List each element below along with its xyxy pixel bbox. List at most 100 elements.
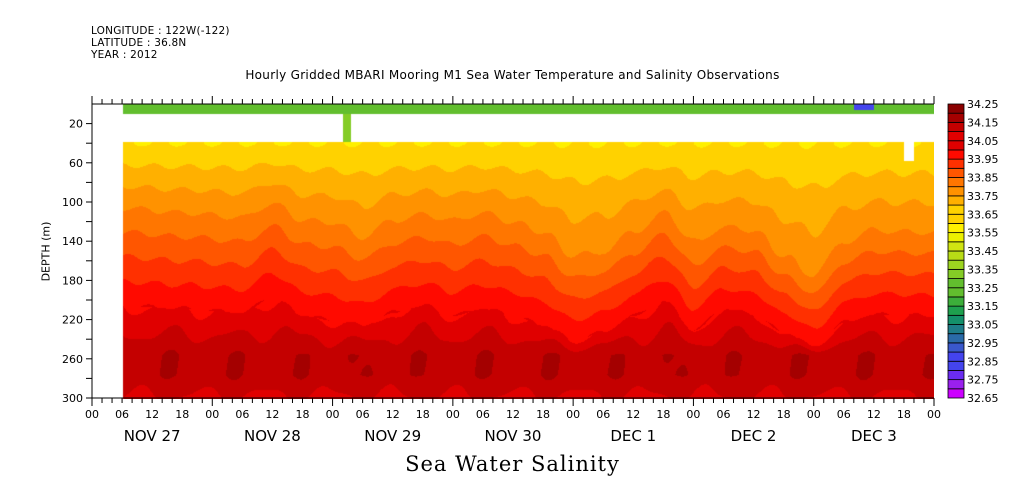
- colorbar-swatch: [947, 278, 965, 289]
- y-tick-label: 140: [62, 235, 83, 248]
- colorbar-swatch: [947, 333, 965, 344]
- colorbar-swatch: [947, 213, 965, 224]
- x-hour-label: 06: [235, 408, 249, 421]
- x-hour-label: 06: [596, 408, 610, 421]
- x-day-label: DEC 3: [851, 427, 897, 445]
- x-hour-label: 06: [837, 408, 851, 421]
- x-hour-label: 00: [686, 408, 700, 421]
- y-tick-label: 180: [62, 274, 83, 287]
- colorbar-swatch: [947, 268, 965, 279]
- colorbar-label: 33.15: [967, 300, 999, 313]
- x-hour-label: 06: [717, 408, 731, 421]
- x-day-label: DEC 1: [610, 427, 656, 445]
- x-hour-label: 12: [747, 408, 761, 421]
- colorbar-label: 34.25: [967, 98, 999, 111]
- colorbar-swatch: [947, 360, 965, 371]
- colorbar-label: 34.15: [967, 116, 999, 129]
- salinity-contour-field: [92, 104, 934, 399]
- x-day-label: NOV 30: [485, 427, 542, 445]
- colorbar-swatch: [947, 351, 965, 362]
- colorbar-swatch: [947, 287, 965, 298]
- y-tick-label: 260: [62, 353, 83, 366]
- x-day-label: NOV 28: [244, 427, 301, 445]
- x-hour-label: 18: [777, 408, 791, 421]
- x-hour-label: 06: [356, 408, 370, 421]
- colorbar-swatch: [947, 250, 965, 261]
- x-hour-label: 18: [416, 408, 430, 421]
- y-tick-label: 60: [69, 157, 83, 170]
- colorbar-swatch: [947, 195, 965, 206]
- x-hour-label: 00: [205, 408, 219, 421]
- colorbar-label: 34.05: [967, 135, 999, 148]
- x-hour-label: 00: [326, 408, 340, 421]
- colorbar-swatch: [947, 324, 965, 335]
- x-hour-label: 12: [626, 408, 640, 421]
- x-day-label: DEC 2: [731, 427, 777, 445]
- colorbar-swatch: [947, 342, 965, 353]
- colorbar-swatch: [947, 379, 965, 390]
- colorbar-swatch: [947, 305, 965, 316]
- colorbar-swatch: [947, 296, 965, 307]
- colorbar-label: 33.85: [967, 172, 999, 185]
- x-hour-label: 12: [265, 408, 279, 421]
- colorbar-swatch: [947, 121, 965, 132]
- x-hour-label: 12: [145, 408, 159, 421]
- colorbar-swatch: [947, 370, 965, 381]
- colorbar-label: 32.75: [967, 374, 999, 387]
- colorbar-swatch: [947, 167, 965, 178]
- colorbar-swatch: [947, 149, 965, 160]
- x-hour-label: 12: [867, 408, 881, 421]
- colorbar-label: 32.65: [967, 392, 999, 405]
- x-hour-label: 18: [536, 408, 550, 421]
- x-day-label: NOV 29: [364, 427, 421, 445]
- colorbar-swatch: [947, 158, 965, 169]
- colorbar-label: 33.35: [967, 263, 999, 276]
- x-hour-label: 00: [566, 408, 580, 421]
- x-hour-label: 18: [897, 408, 911, 421]
- latitude-label: LATITUDE : 36.8N: [91, 37, 187, 49]
- colorbar-swatch: [947, 388, 965, 399]
- x-hour-label: 00: [807, 408, 821, 421]
- colorbar-label: 33.05: [967, 319, 999, 332]
- x-axis-label: Sea Water Salinity: [405, 452, 620, 476]
- x-hour-label: 12: [506, 408, 520, 421]
- colorbar-label: 33.45: [967, 245, 999, 258]
- colorbar-label: 32.95: [967, 337, 999, 350]
- colorbar-label: 33.75: [967, 190, 999, 203]
- x-hour-label: 06: [115, 408, 129, 421]
- colorbar-label: 33.55: [967, 227, 999, 240]
- colorbar-swatch: [947, 223, 965, 234]
- colorbar-swatch: [947, 314, 965, 325]
- y-tick-label: 300: [62, 392, 83, 405]
- y-tick-label: 100: [62, 196, 83, 209]
- colorbar-swatch: [947, 177, 965, 188]
- year-label: YEAR : 2012: [91, 49, 158, 61]
- x-hour-label: 18: [656, 408, 670, 421]
- colorbar-label: 33.95: [967, 153, 999, 166]
- colorbar-swatch: [947, 103, 965, 114]
- x-hour-label: 00: [85, 408, 99, 421]
- y-tick-label: 220: [62, 314, 83, 327]
- longitude-label: LONGITUDE : 122W(-122): [91, 25, 230, 37]
- colorbar-swatch: [947, 112, 965, 123]
- colorbar-swatch: [947, 204, 965, 215]
- colorbar-label: 32.85: [967, 355, 999, 368]
- chart-title: Hourly Gridded MBARI Mooring M1 Sea Wate…: [245, 68, 780, 82]
- x-hour-label: 00: [446, 408, 460, 421]
- y-tick-label: 20: [69, 118, 83, 131]
- colorbar-swatch: [947, 232, 965, 243]
- colorbar-swatch: [947, 241, 965, 252]
- colorbar-swatch: [947, 140, 965, 151]
- colorbar-swatch: [947, 259, 965, 270]
- colorbar-label: 33.65: [967, 208, 999, 221]
- colorbar-swatch: [947, 131, 965, 142]
- x-hour-label: 00: [927, 408, 941, 421]
- x-hour-label: 18: [296, 408, 310, 421]
- colorbar-label: 33.25: [967, 282, 999, 295]
- x-hour-label: 06: [476, 408, 490, 421]
- x-hour-label: 12: [386, 408, 400, 421]
- colorbar-swatch: [947, 186, 965, 197]
- x-hour-label: 18: [175, 408, 189, 421]
- x-day-label: NOV 27: [124, 427, 181, 445]
